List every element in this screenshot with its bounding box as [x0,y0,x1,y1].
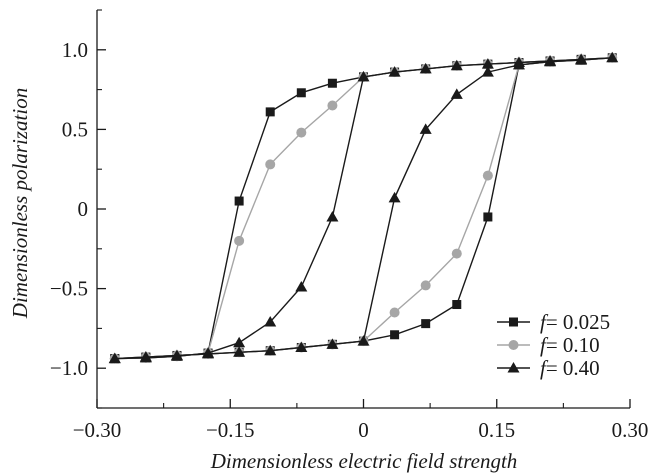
y-tick-label: −0.5 [50,277,88,301]
data-point-circle [389,307,400,318]
data-point-triangle [357,70,370,82]
data-point-square [327,78,337,88]
data-point-square [296,88,306,98]
data-point-triangle [264,316,277,327]
data-point-triangle [419,62,432,74]
data-point-triangle [139,351,152,362]
x-tick-label: −0.15 [206,418,255,442]
y-tick-label: 0.5 [62,117,88,141]
data-point-triangle [481,66,494,77]
data-point-circle [296,127,307,138]
data-point-triangle [544,55,557,67]
y-tick-label: 1.0 [62,38,88,62]
series-triangle [108,51,619,364]
y-tick-label: −1.0 [50,356,88,380]
legend-marker [508,340,519,350]
data-point-triangle [170,349,183,360]
legend-label: f= 0.10 [540,333,600,357]
x-axis-title: Dimensionless electric field strength [210,449,518,473]
data-point-circle [265,159,276,170]
data-point-triangle [450,88,463,99]
data-point-triangle [326,338,339,349]
data-point-triangle [419,123,432,134]
data-point-square [452,300,462,310]
axes: 1.0 0.5 0 −0.5 −1.0 −0.30 −0.15 0 0.15 0.30 [50,9,649,442]
legend-marker [509,317,518,327]
data-point-triangle [388,191,401,203]
data-point-square [265,107,275,117]
data-point-circle [327,100,338,111]
x-tick-label: 0.30 [612,418,649,442]
data-point-triangle [575,54,588,65]
x-tick-label: −0.30 [73,418,122,442]
data-point-triangle [108,352,121,364]
legend-label: f= 0.40 [540,356,600,380]
y-tick-label: 0 [78,197,89,221]
data-point-square [390,330,400,340]
data-point-triangle [388,66,401,77]
data-point-triangle [295,341,308,353]
data-point-triangle [450,59,463,71]
y-axis-title: Dimensionless polarization [8,88,32,319]
x-tick-label: 0 [358,418,369,442]
data-point-triangle [202,347,215,359]
legend-label: f= 0.025 [540,310,610,334]
legend-item: f= 0.10 [497,333,600,357]
data-point-square [234,196,244,206]
data-point-circle [234,235,245,246]
series-line [114,57,613,360]
data-point-circle [482,170,493,181]
data-point-triangle [481,58,494,69]
data-point-triangle [295,281,308,292]
x-tick-label: 0.15 [478,418,515,442]
legend-marker [507,362,520,373]
data-point-square [483,212,493,222]
data-point-triangle [326,210,339,222]
legend-item: f= 0.40 [497,356,600,380]
data-point-triangle [512,58,525,70]
data-point-triangle [264,344,277,356]
series-line [114,57,613,360]
data-point-square [421,319,431,329]
data-point-circle [451,248,462,259]
data-point-triangle [357,335,370,346]
legend-item: f= 0.025 [497,310,610,334]
data-point-triangle [606,51,619,63]
series-layer [108,51,619,364]
data-point-triangle [233,346,246,357]
series-line [114,57,613,360]
data-point-triangle [233,336,246,348]
data-point-circle [420,280,431,291]
